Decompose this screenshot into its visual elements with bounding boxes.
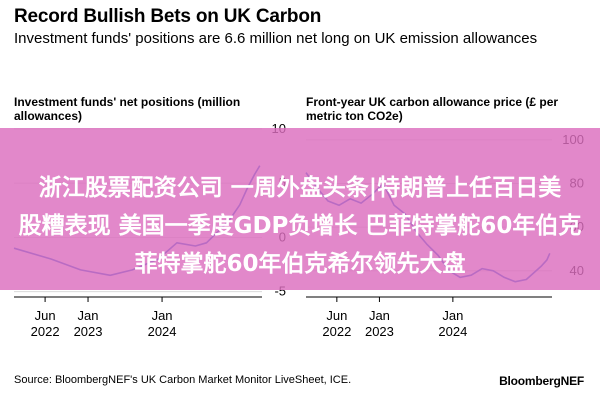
source-note: Source: BloombergNEF's UK Carbon Market … [14, 374, 352, 386]
left-chart-y-tick-label: -5 [274, 284, 286, 299]
promo-overlay-banner: 浙江股票配资公司 一周外盘头条|特朗普上任百日美 股糟表现 美国一季度GDP负增… [0, 128, 600, 290]
right-chart-x-tick-label-year: 2022 [322, 324, 351, 339]
overlay-line-3: 菲特掌舵60年伯克希尔领先大盘 [134, 251, 466, 277]
right-chart-x-tick-label-month: Jan [442, 308, 463, 323]
page-subtitle: Investment funds' positions are 6.6 mill… [14, 30, 538, 47]
left-chart-x-tick-label-month: Jan [152, 308, 173, 323]
right-chart-title: Front-year UK carbon allowance price (£ … [306, 95, 559, 123]
left-chart-x-tick-label-month: Jun [35, 308, 56, 323]
left-chart-x-tick-label-year: 2024 [148, 324, 177, 339]
overlay-line-1: 浙江股票配资公司 一周外盘头条|特朗普上任百日美 [38, 175, 562, 201]
brand-logo: BloombergNEF [499, 374, 584, 388]
overlay-line-2: 股糟表现 美国一季度GDP负增长 巴菲特掌舵60年伯克 [18, 213, 582, 239]
left-chart-x-tick-label-year: 2022 [31, 324, 60, 339]
right-chart-x-tick-label-year: 2024 [438, 324, 467, 339]
left-chart-x-tick-label-year: 2023 [74, 324, 103, 339]
left-chart-title: Investment funds' net positions (million… [14, 95, 241, 123]
page-title: Record Bullish Bets on UK Carbon [14, 6, 322, 27]
left-chart-x-tick-label-month: Jan [78, 308, 99, 323]
right-chart-x-tick-label-month: Jun [326, 308, 347, 323]
right-chart-x-tick-label-year: 2023 [365, 324, 394, 339]
right-chart-x-tick-label-month: Jan [369, 308, 390, 323]
